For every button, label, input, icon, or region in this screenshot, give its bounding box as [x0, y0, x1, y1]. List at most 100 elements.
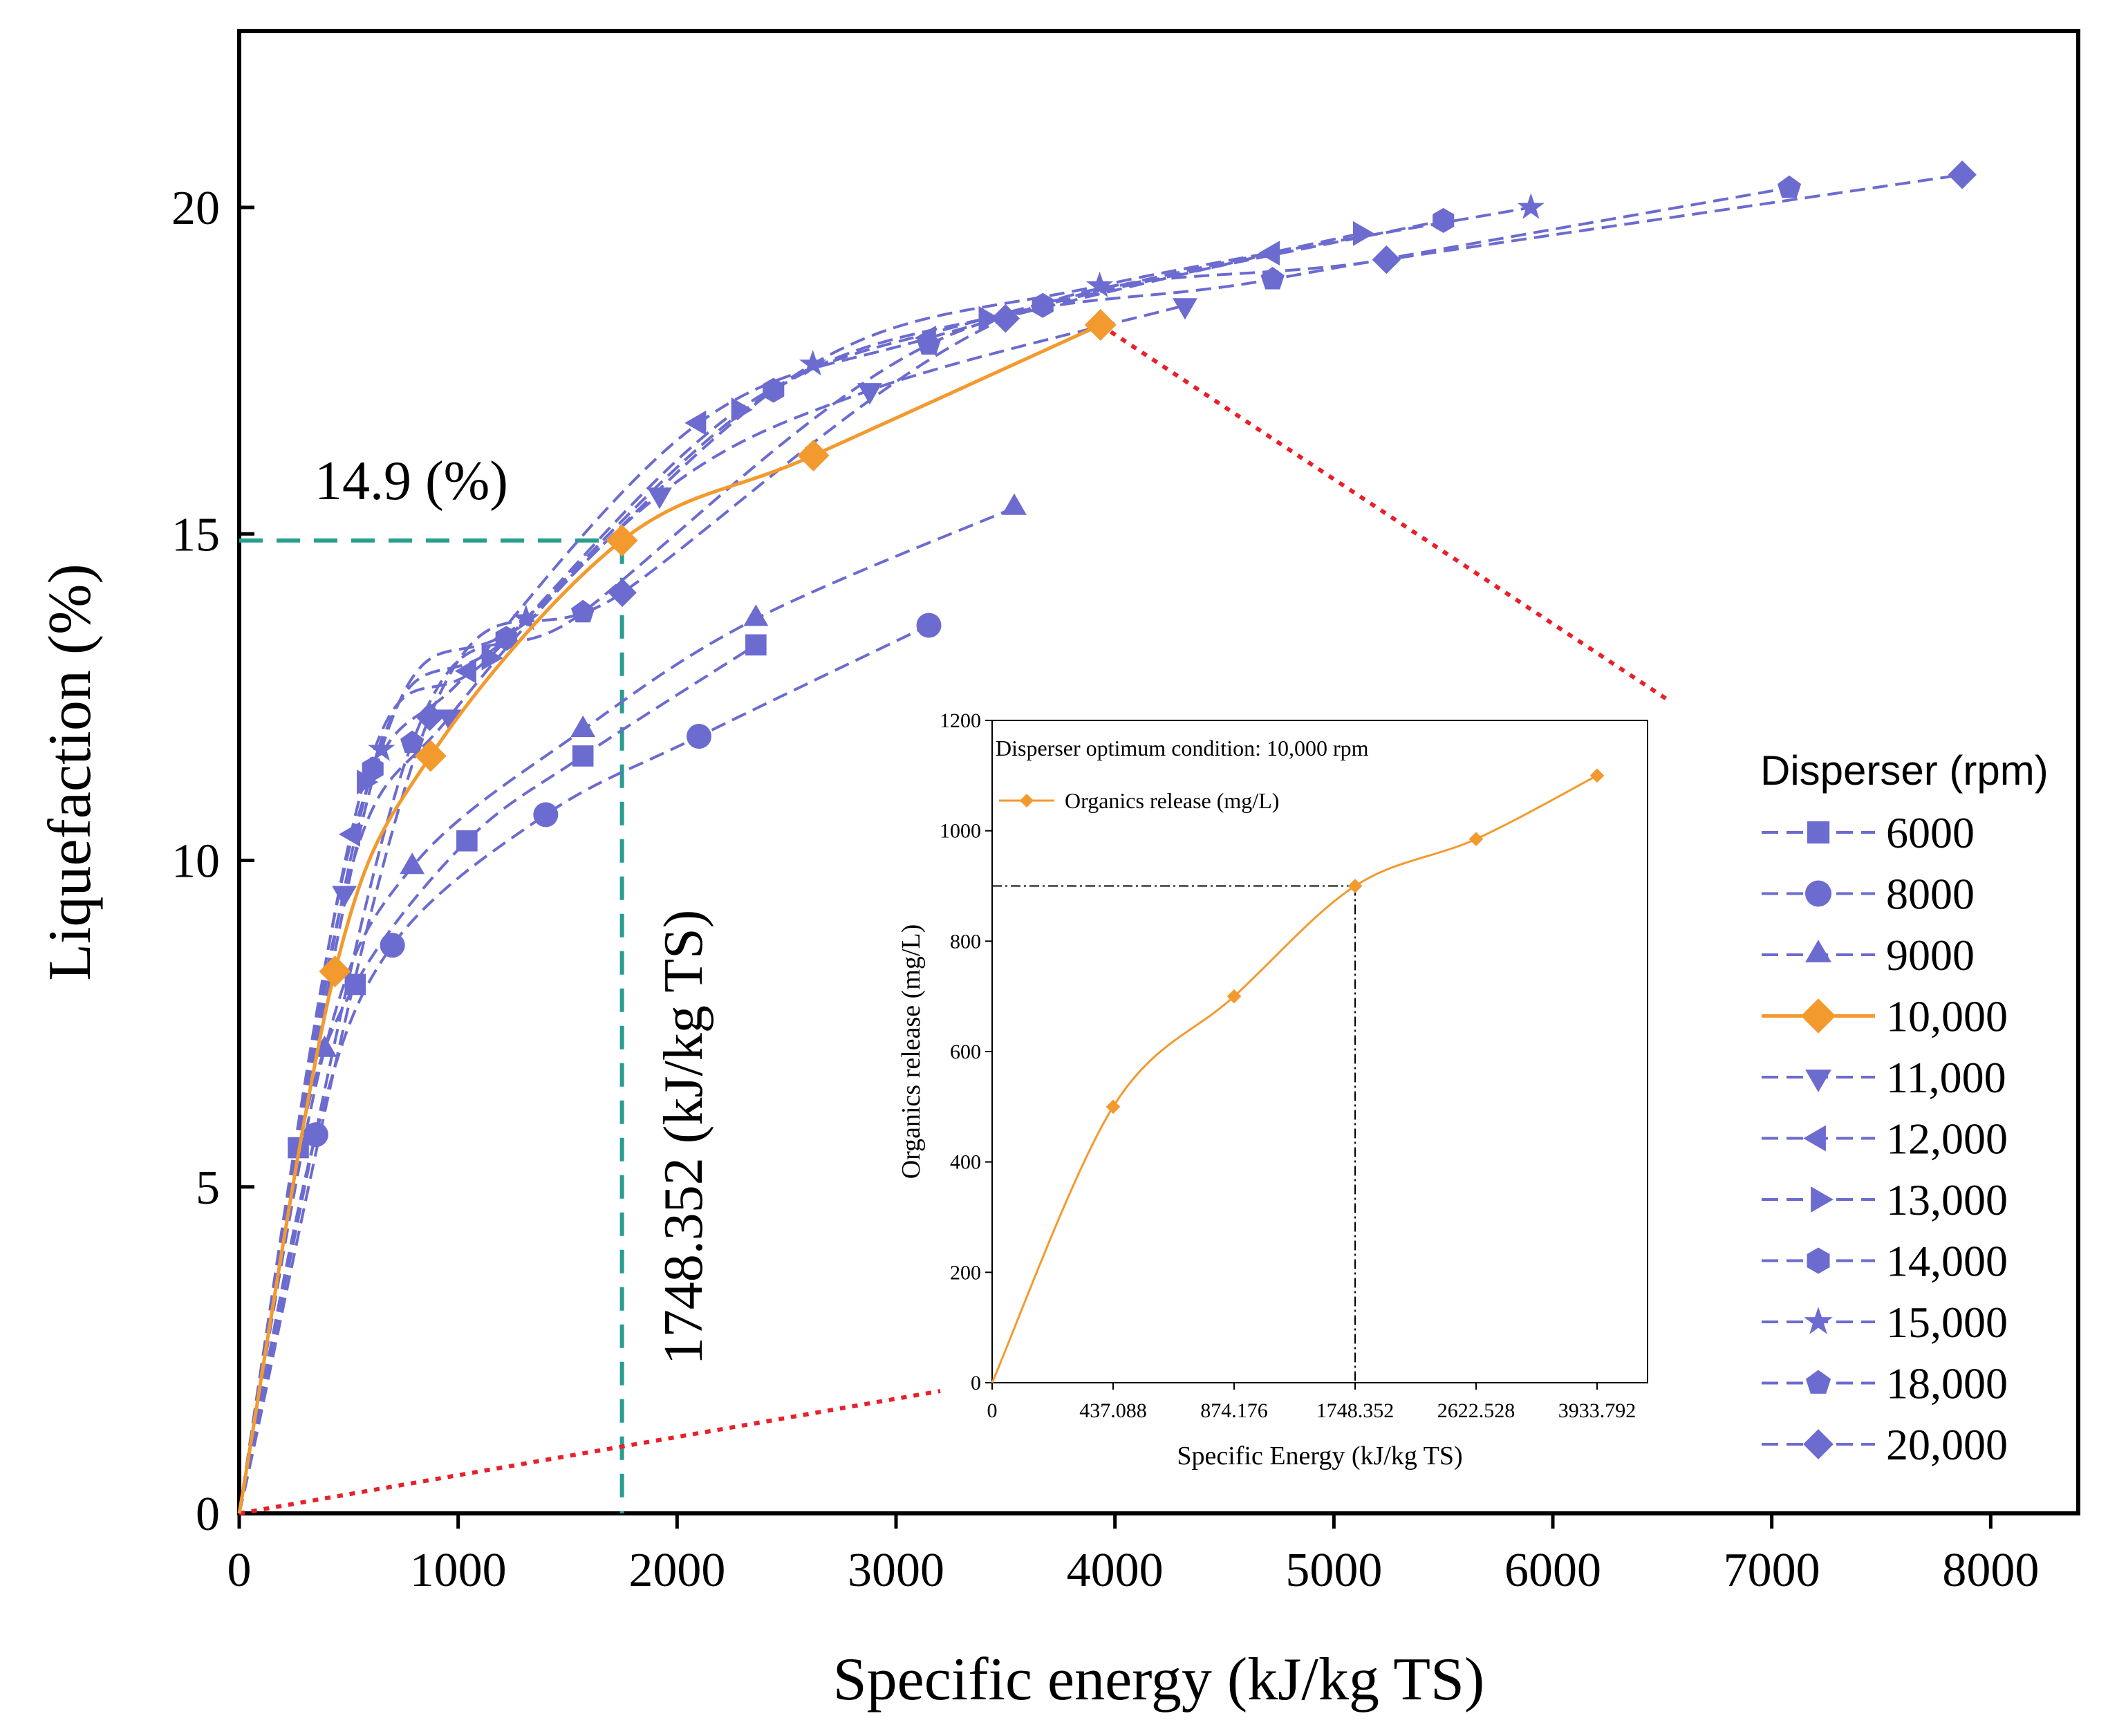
series-marker — [1085, 271, 1114, 298]
series-15000 — [238, 193, 1545, 1514]
inset-x-tick-label: 874.176 — [1200, 1399, 1268, 1422]
main-y-axis-title: Liquefaction (%) — [37, 563, 104, 981]
series-line — [238, 624, 930, 1514]
inset-x-tick-label: 0 — [987, 1399, 998, 1422]
inset-series — [991, 768, 1605, 1383]
x-tick-label: 1000 — [410, 1544, 507, 1597]
series-marker — [368, 735, 395, 761]
legend-marker — [1800, 998, 1836, 1034]
inset-series-marker — [1106, 1099, 1121, 1114]
series-marker — [495, 626, 517, 651]
inset-series-marker — [1226, 989, 1242, 1004]
inset-x-axis-title: Specific Energy (kJ/kg TS) — [1177, 1441, 1462, 1471]
inset-y-tick-label: 0 — [971, 1372, 981, 1394]
legend: Disperser (rpm) 6000 8000 9000 10,000 11,000… — [1760, 747, 2049, 1469]
x-tick-label: 0 — [227, 1544, 252, 1597]
x-tick-label: 3000 — [848, 1544, 944, 1597]
series-marker — [916, 613, 942, 638]
inset-y-tick-label: 1000 — [940, 820, 981, 843]
legend-title: Disperser (rpm) — [1760, 747, 2049, 794]
series-line — [238, 506, 1015, 1514]
series-marker — [1777, 175, 1802, 198]
legend-item: 14,000 — [1762, 1237, 2008, 1286]
inset-y-tick-label: 1200 — [940, 709, 981, 732]
series-marker — [400, 852, 425, 875]
series-marker — [799, 350, 827, 376]
main-x-ticks: 0 1000 2000 3000 4000 5000 6000 7000 8000 — [227, 1513, 2039, 1597]
optimum-x-annotation: 1748.352 (kJ/kg TS) — [653, 910, 714, 1365]
series-marker — [606, 524, 638, 557]
series-marker — [533, 802, 559, 828]
series-8000 — [238, 613, 942, 1514]
legend-marker — [1805, 940, 1831, 962]
x-tick-label: 2000 — [628, 1544, 725, 1597]
series-marker — [1258, 241, 1280, 266]
main-y-ticks: 0 5 10 15 20 — [171, 182, 254, 1541]
series-marker — [454, 658, 476, 684]
inset-connector-upper — [1099, 323, 1669, 702]
inset-legend-label: Organics release (mg/L) — [1065, 788, 1279, 813]
series-marker — [731, 397, 753, 422]
series-marker — [1433, 207, 1455, 233]
series-marker — [400, 730, 425, 754]
series-marker — [917, 332, 941, 355]
legend-item: 18,000 — [1762, 1359, 2008, 1408]
inset-series-marker — [1589, 768, 1605, 783]
legend-label: 20,000 — [1886, 1420, 2008, 1469]
series-marker — [1173, 298, 1197, 320]
legend-label: 13,000 — [1886, 1175, 2008, 1224]
inset-x-tick-label: 3933.792 — [1558, 1399, 1636, 1422]
legend-label: 14,000 — [1886, 1237, 2008, 1286]
series-line — [237, 323, 1101, 1514]
series-marker — [319, 955, 351, 988]
legend-marker — [1807, 821, 1830, 844]
inset-guides — [992, 885, 1356, 1383]
legend-marker — [1807, 1247, 1830, 1274]
legend-item: 13,000 — [1762, 1175, 2008, 1224]
series-marker — [684, 410, 707, 436]
series-marker — [857, 383, 882, 405]
inset-y-axis-title: Organics release (mg/L) — [897, 924, 926, 1179]
inset-y-tick-label: 400 — [950, 1151, 981, 1174]
series-marker — [991, 304, 1020, 333]
main-plot-frame — [237, 29, 2080, 1515]
series-marker — [1948, 160, 1977, 189]
legend-marker — [1803, 1125, 1826, 1152]
series-marker — [344, 973, 366, 996]
y-tick-label: 10 — [171, 835, 220, 888]
series-marker — [380, 933, 405, 958]
y-tick-label: 15 — [171, 508, 220, 561]
inset-title: Disperser optimum condition: 10,000 rpm — [996, 736, 1369, 760]
x-tick-label: 4000 — [1067, 1544, 1164, 1597]
x-tick-label: 5000 — [1285, 1544, 1382, 1597]
inset-y-ticks: 0 200 400 600 800 1000 1200 — [940, 709, 992, 1394]
legend-item: 11,000 — [1762, 1053, 2006, 1102]
series-line — [238, 206, 1531, 1514]
series-marker — [1517, 193, 1545, 219]
series-marker — [570, 715, 596, 737]
series-marker — [1372, 245, 1401, 274]
series-marker — [572, 745, 594, 767]
series-marker — [1002, 493, 1027, 515]
series-marker — [481, 645, 503, 671]
legend-label: 6000 — [1886, 808, 1975, 857]
legend-marker — [1805, 1370, 1831, 1394]
series-marker — [415, 702, 445, 731]
legend-label: 8000 — [1886, 870, 1975, 919]
legend-item: 6000 — [1762, 808, 1975, 857]
y-tick-label: 20 — [171, 182, 220, 235]
legend-item: 12,000 — [1762, 1114, 2008, 1164]
legend-marker — [1805, 1070, 1831, 1092]
y-tick-label: 5 — [196, 1161, 220, 1215]
series-20000 — [238, 160, 1977, 1514]
x-tick-label: 7000 — [1724, 1544, 1820, 1597]
legend-item: 10,000 — [1762, 992, 2008, 1041]
x-tick-label: 6000 — [1504, 1544, 1601, 1597]
series-marker — [414, 740, 447, 772]
inset-x-tick-label: 2622.528 — [1437, 1399, 1515, 1422]
series-marker — [437, 709, 462, 731]
series-marker — [745, 634, 767, 656]
legend-item: 9000 — [1762, 931, 1975, 980]
inset-x-ticks: 0 437.088 874.176 1748.352 2622.528 3933.792 — [987, 1383, 1636, 1422]
